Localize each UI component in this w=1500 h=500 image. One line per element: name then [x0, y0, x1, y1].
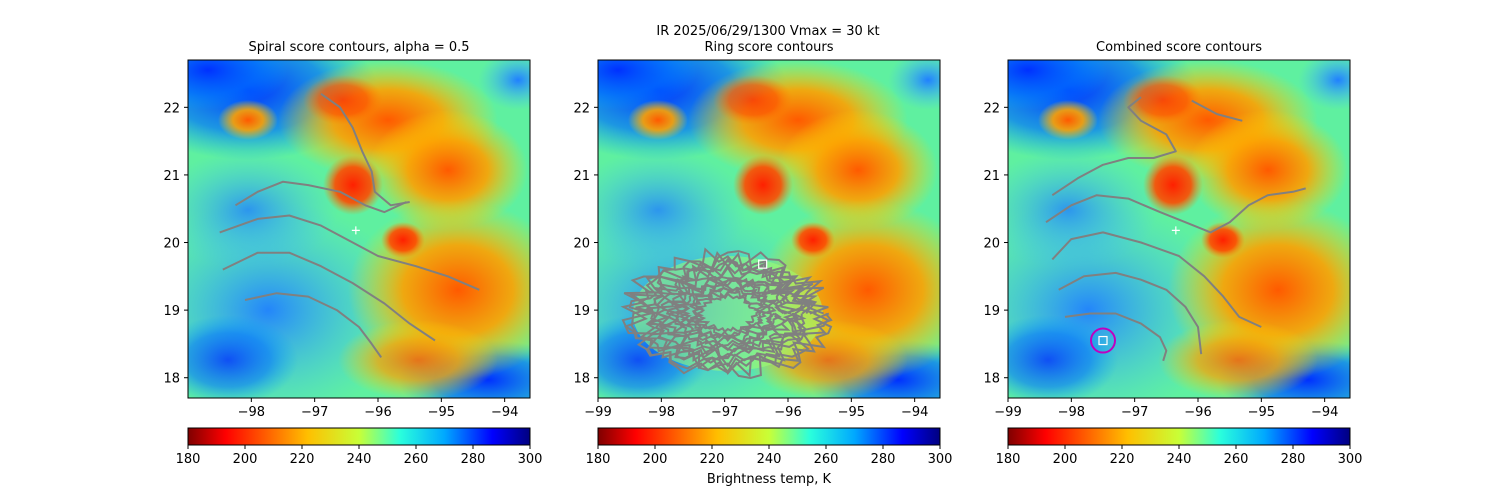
y-tick-label: 18: [163, 372, 180, 387]
plot-area: [598, 60, 940, 398]
y-tick-label: 20: [163, 237, 180, 252]
x-tick-label: −94: [1311, 405, 1338, 420]
x-tick-label: −94: [901, 405, 928, 420]
colorbar-tick-label: 260: [404, 452, 429, 467]
y-tick-label: 22: [573, 101, 590, 116]
colorbar: [1007, 427, 1351, 446]
colorbar-tick-label: 280: [871, 452, 896, 467]
x-tick-label: −97: [301, 405, 328, 420]
x-tick-label: −95: [838, 405, 865, 420]
axes-frame: [187, 59, 531, 399]
ring-score-contour: [665, 277, 792, 353]
colorbar-tick-label: 220: [700, 452, 725, 467]
score-contour-line: [1191, 99, 1243, 122]
ring-contour-group: [620, 247, 833, 380]
center-plus-marker: [1171, 226, 1180, 235]
colorbar-tick-label: 300: [518, 452, 543, 467]
y-tick-label: 22: [163, 101, 180, 116]
colorbar-tick-label: 180: [996, 452, 1021, 467]
score-contour-line: [320, 92, 410, 207]
score-contour-line: [1064, 312, 1168, 362]
center-square-marker: [1098, 335, 1108, 346]
y-tick-label: 21: [983, 169, 1000, 184]
colorbar-tick-label: 180: [586, 452, 611, 467]
colorbar-tick-label: 260: [814, 452, 839, 467]
ring-score-contour: [621, 250, 833, 378]
score-contour-line: [1051, 96, 1177, 197]
colorbar-tick-label: 240: [1167, 452, 1192, 467]
x-tick-label: −94: [491, 405, 518, 420]
center-square-marker: [758, 259, 768, 269]
y-tick-label: 22: [983, 101, 1000, 116]
score-contour-line: [1058, 271, 1203, 355]
score-contour-line: [219, 214, 480, 291]
y-tick-label: 18: [983, 372, 1000, 387]
center-plus-marker: [351, 226, 360, 235]
x-tick-label: −96: [364, 405, 391, 420]
x-tick-label: −97: [711, 405, 738, 420]
score-contour-line: [244, 292, 383, 358]
colorbar-tick-label: 240: [347, 452, 372, 467]
colorbar-tick-label: 220: [1110, 452, 1135, 467]
colorbar-tick-label: 280: [461, 452, 486, 467]
colorbar-tick-label: 300: [1338, 452, 1363, 467]
panel-ring: Ring score contours −99 −98 −97 −96 −95 −94 18 1…: [573, 40, 953, 487]
y-tick-label: 21: [163, 169, 180, 184]
x-tick-label: −99: [584, 405, 611, 420]
x-tick-label: −98: [648, 405, 675, 420]
colorbar-tick-label: 260: [1224, 452, 1249, 467]
colorbar-tick-label: 200: [643, 452, 668, 467]
plot-area: [1008, 60, 1350, 398]
plot-area: [188, 60, 530, 398]
colorbar-tick-label: 240: [757, 452, 782, 467]
x-tick-label: −99: [994, 405, 1021, 420]
x-tick-label: −98: [238, 405, 265, 420]
y-tick-label: 19: [983, 304, 1000, 319]
x-tick-label: −96: [774, 405, 801, 420]
ring-score-contour: [660, 275, 797, 356]
score-contour-line: [1051, 231, 1262, 328]
y-tick-label: 21: [573, 169, 590, 184]
panel-combined: Combined score contours −99 −98 −97 −96 −95 −9…: [983, 40, 1363, 467]
colorbar: [597, 427, 941, 446]
x-tick-label: −98: [1058, 405, 1085, 420]
panel-spiral: Spiral score contours, alpha = 0.5 −98 −97…: [163, 40, 543, 467]
x-tick-label: −96: [1184, 405, 1211, 420]
best-center-circle: [1090, 327, 1116, 354]
y-tick-label: 20: [983, 237, 1000, 252]
ir-brightness-field: [188, 60, 530, 398]
panel-title: Combined score contours: [1096, 40, 1262, 55]
colorbar-tick-label: 300: [928, 452, 953, 467]
colorbar-tick-label: 180: [176, 452, 201, 467]
x-tick-label: −97: [1121, 405, 1148, 420]
panel-title: Spiral score contours, alpha = 0.5: [248, 40, 469, 55]
score-contour-line: [234, 180, 407, 214]
axes-frame: [1007, 59, 1351, 399]
panel-title: Ring score contours: [704, 40, 833, 55]
ring-score-contour: [620, 247, 833, 380]
ir-brightness-field: [1008, 60, 1350, 398]
colorbar-tick-label: 200: [1053, 452, 1078, 467]
ring-score-contour: [673, 282, 780, 345]
x-tick-label: −95: [428, 405, 455, 420]
y-tick-label: 20: [573, 237, 590, 252]
colorbar-tick-label: 200: [233, 452, 258, 467]
colorbar: [187, 427, 531, 446]
colorbar-tick-label: 220: [290, 452, 315, 467]
score-contour-line: [1045, 187, 1306, 234]
axes-frame: [597, 59, 941, 399]
y-tick-label: 18: [573, 372, 590, 387]
y-tick-label: 19: [163, 304, 180, 319]
colorbar-label: Brightness temp, K: [707, 472, 832, 487]
figure-suptitle: IR 2025/06/29/1300 Vmax = 30 kt: [656, 24, 879, 39]
score-contour-line: [222, 251, 436, 342]
y-tick-label: 19: [573, 304, 590, 319]
colorbar-tick-label: 280: [1281, 452, 1306, 467]
x-tick-label: −95: [1248, 405, 1275, 420]
ring-score-contour: [635, 259, 817, 374]
